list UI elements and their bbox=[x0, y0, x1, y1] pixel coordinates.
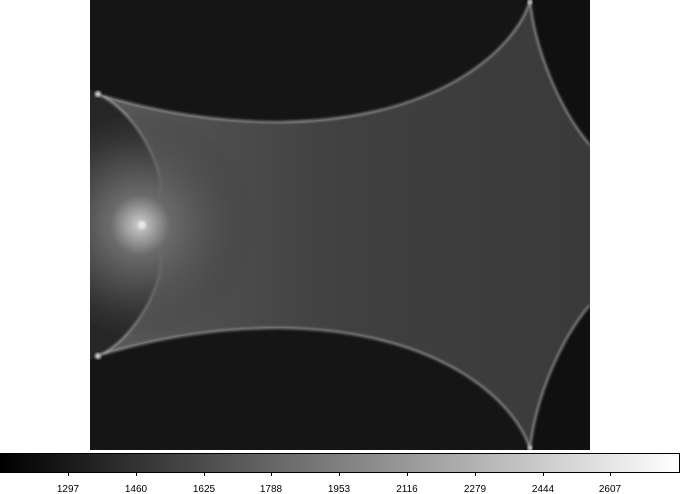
tick-mark bbox=[136, 472, 137, 476]
right-top-lobe bbox=[530, 0, 590, 145]
bottom-right-glint bbox=[527, 445, 533, 450]
colorbar-ticks: 1297 1460 1625 1788 1953 2116 2279 2444 … bbox=[0, 472, 680, 494]
tick-label: 1953 bbox=[327, 484, 351, 494]
tick-label: 2116 bbox=[396, 484, 418, 494]
tick-label: 2607 bbox=[598, 484, 622, 494]
cusp-point bbox=[138, 221, 146, 229]
tick-label: 2444 bbox=[531, 484, 555, 494]
colorbar bbox=[0, 453, 680, 473]
tick-mark bbox=[339, 472, 340, 476]
tick-label: 1297 bbox=[56, 484, 80, 494]
tick-mark bbox=[204, 472, 205, 476]
tick-mark bbox=[543, 472, 544, 476]
lower-caustic-edge bbox=[99, 327, 531, 450]
upper-left-glint bbox=[95, 91, 101, 97]
top-lobe bbox=[90, 0, 530, 122]
cusp-hotspot bbox=[90, 115, 252, 335]
upper-right-caustic-edge bbox=[529, 0, 590, 146]
caustic-image-svg bbox=[90, 0, 590, 450]
tick-label: 1460 bbox=[124, 484, 148, 494]
tick-mark bbox=[610, 472, 611, 476]
upper-caustic-edge bbox=[99, 0, 531, 123]
bottom-lobe bbox=[90, 328, 530, 450]
tick-mark bbox=[407, 472, 408, 476]
lower-right-caustic-edge bbox=[529, 304, 590, 450]
caustic-image bbox=[90, 0, 590, 450]
right-bottom-lobe bbox=[530, 305, 590, 450]
tick-mark bbox=[271, 472, 272, 476]
tick-mark bbox=[475, 472, 476, 476]
lower-left-glint bbox=[95, 353, 101, 359]
central-caustic-region bbox=[100, 0, 590, 450]
tick-label: 2279 bbox=[463, 484, 487, 494]
tick-label: 1788 bbox=[259, 484, 283, 494]
tick-label: 1625 bbox=[192, 484, 216, 494]
tick-mark bbox=[68, 472, 69, 476]
top-right-glint bbox=[527, 0, 533, 5]
